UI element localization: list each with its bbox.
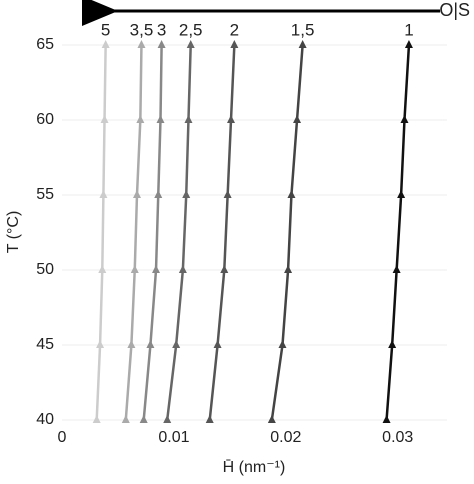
legend-label: 3,5: [130, 20, 154, 39]
data-point: [136, 115, 145, 123]
legend-label: 3: [157, 20, 166, 39]
data-point: [284, 265, 293, 273]
data-point: [392, 265, 401, 273]
data-point: [98, 265, 107, 273]
y-tick-label: 65: [36, 36, 54, 53]
data-point: [267, 415, 276, 423]
data-point: [137, 40, 146, 48]
data-point: [278, 340, 287, 348]
data-point: [172, 340, 181, 348]
data-point: [178, 265, 187, 273]
x-tick-label: 0: [58, 429, 67, 446]
y-tick-label: 55: [36, 186, 54, 203]
data-point: [157, 40, 166, 48]
data-point: [96, 340, 105, 348]
legend-label: 5: [101, 20, 110, 39]
data-point: [163, 415, 172, 423]
data-point: [186, 40, 195, 48]
x-axis-label: H̄ (nm⁻¹): [223, 459, 286, 476]
data-point: [100, 115, 109, 123]
annotation: O|S: [439, 0, 470, 20]
data-point: [121, 415, 130, 423]
data-point: [388, 340, 397, 348]
x-tick-label: 0.03: [382, 429, 413, 446]
data-point: [230, 40, 239, 48]
legend-label: 2: [230, 20, 239, 39]
series-line: [124, 44, 143, 421]
data-point: [220, 265, 229, 273]
data-point: [101, 40, 110, 48]
data-point: [132, 190, 141, 198]
data-point: [226, 115, 235, 123]
series-line: [385, 44, 411, 421]
legend-label: 2,5: [179, 20, 203, 39]
data-point: [156, 115, 165, 123]
data-point: [287, 190, 296, 198]
data-point: [139, 415, 148, 423]
series-line: [165, 44, 192, 421]
data-point: [293, 115, 302, 123]
data-point: [182, 190, 191, 198]
series-line: [142, 44, 163, 421]
data-point: [213, 340, 222, 348]
data-point: [154, 190, 163, 198]
y-axis-label: T (°C): [5, 211, 22, 254]
data-point: [205, 415, 214, 423]
data-point: [400, 115, 409, 123]
y-tick-label: 40: [36, 411, 54, 428]
data-point: [184, 115, 193, 123]
y-tick-label: 50: [36, 261, 54, 278]
y-tick-label: 45: [36, 336, 54, 353]
series-line: [95, 44, 107, 421]
data-point: [127, 340, 136, 348]
legend-label: 1,5: [291, 20, 315, 39]
data-point: [404, 40, 413, 48]
data-point: [397, 190, 406, 198]
data-point: [92, 415, 101, 423]
y-tick-label: 60: [36, 111, 54, 128]
data-point: [146, 340, 155, 348]
data-point: [382, 415, 391, 423]
series-line: [270, 44, 304, 421]
x-tick-label: 0.01: [158, 429, 189, 446]
data-point: [130, 265, 139, 273]
data-point: [152, 265, 161, 273]
data-point: [298, 40, 307, 48]
data-point: [223, 190, 232, 198]
legend-label: 1: [404, 20, 413, 39]
x-tick-label: 0.02: [270, 429, 301, 446]
series-line: [208, 44, 236, 421]
data-point: [99, 190, 108, 198]
